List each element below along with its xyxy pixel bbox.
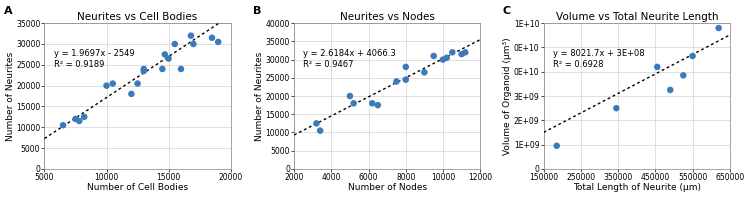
- Point: [651, 65, 663, 69]
- Point: [175, 67, 187, 70]
- Point: [188, 42, 200, 46]
- Point: [106, 82, 118, 85]
- Point: [686, 54, 698, 58]
- Text: y = 1.9697x - 2549
R² = 0.9189: y = 1.9697x - 2549 R² = 0.9189: [54, 50, 134, 69]
- Text: C: C: [503, 6, 511, 16]
- Point: [419, 71, 430, 74]
- Point: [459, 51, 471, 54]
- Point: [455, 52, 467, 56]
- Title: Neurites vs Nodes: Neurites vs Nodes: [340, 12, 434, 22]
- Text: B: B: [254, 6, 262, 16]
- Point: [366, 102, 378, 105]
- Point: [125, 92, 137, 96]
- Point: [437, 58, 449, 61]
- Point: [664, 88, 676, 91]
- X-axis label: Total Length of Neurite (μm): Total Length of Neurite (μm): [573, 183, 700, 192]
- Point: [391, 80, 403, 83]
- X-axis label: Number of Cell Bodies: Number of Cell Bodies: [87, 183, 188, 192]
- Text: y = 8021.7x + 3E+08
R² = 0.6928: y = 8021.7x + 3E+08 R² = 0.6928: [553, 50, 645, 69]
- Title: Neurites vs Cell Bodies: Neurites vs Cell Bodies: [77, 12, 198, 22]
- Point: [610, 107, 622, 110]
- Point: [400, 78, 412, 81]
- Point: [70, 117, 82, 121]
- Point: [446, 51, 458, 54]
- Point: [400, 65, 412, 69]
- Point: [348, 102, 360, 105]
- Point: [427, 54, 439, 58]
- Point: [159, 53, 171, 56]
- Y-axis label: Number of Neurites: Number of Neurites: [5, 51, 14, 141]
- Text: A: A: [4, 6, 12, 16]
- Y-axis label: Volume of Organoid (μm³): Volume of Organoid (μm³): [503, 37, 512, 155]
- Point: [372, 104, 384, 107]
- Point: [212, 40, 224, 44]
- Point: [74, 119, 86, 123]
- Point: [163, 57, 175, 60]
- Point: [100, 84, 112, 87]
- Point: [314, 129, 326, 132]
- Text: y = 2.6184x + 4066.3
R² = 0.9467: y = 2.6184x + 4066.3 R² = 0.9467: [304, 50, 396, 69]
- Point: [550, 144, 562, 147]
- Point: [712, 27, 724, 30]
- Point: [138, 67, 150, 70]
- Point: [138, 69, 150, 73]
- Point: [441, 56, 453, 59]
- Point: [185, 34, 197, 37]
- Point: [310, 122, 322, 125]
- Point: [206, 36, 218, 39]
- Point: [78, 115, 90, 118]
- Point: [344, 94, 356, 98]
- Point: [169, 42, 181, 46]
- Point: [57, 124, 69, 127]
- Point: [677, 74, 689, 77]
- Title: Volume vs Total Neurite Length: Volume vs Total Neurite Length: [556, 12, 718, 22]
- Y-axis label: Number of Neurites: Number of Neurites: [255, 51, 264, 141]
- Point: [156, 67, 168, 70]
- X-axis label: Number of Nodes: Number of Nodes: [347, 183, 427, 192]
- Point: [131, 82, 143, 85]
